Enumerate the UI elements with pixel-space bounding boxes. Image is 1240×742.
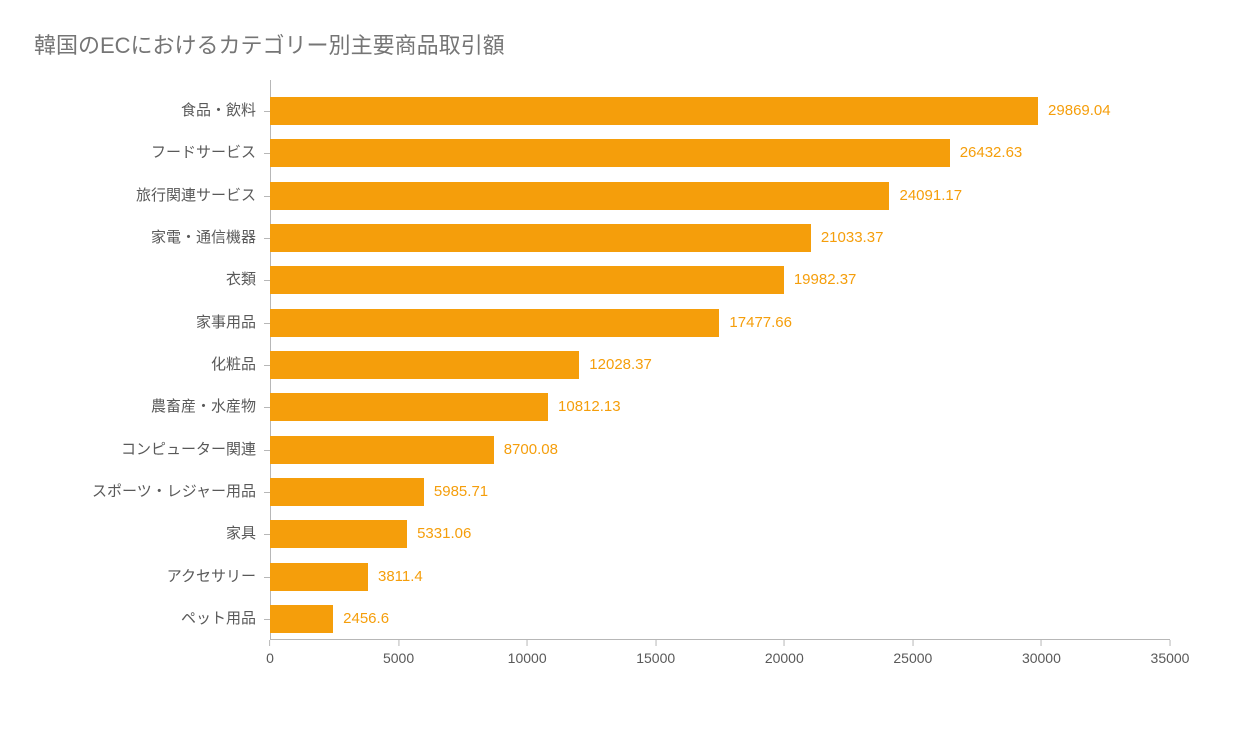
- bar-value-label: 5331.06: [417, 520, 471, 548]
- bar-value-label: 12028.37: [589, 351, 652, 379]
- x-tick-mark: [784, 640, 785, 646]
- bar-row: フードサービス26432.63: [270, 139, 1170, 167]
- x-tick: 5000: [383, 640, 414, 666]
- x-tick-label: 5000: [383, 650, 414, 666]
- x-tick: 35000: [1151, 640, 1190, 666]
- bar: 29869.04: [270, 97, 1038, 125]
- y-axis-label: フードサービス: [151, 139, 256, 167]
- bar-value-label: 17477.66: [729, 309, 792, 337]
- x-tick-label: 0: [266, 650, 274, 666]
- y-tick-mark: [264, 153, 270, 154]
- bar-row: 家具5331.06: [270, 520, 1170, 548]
- chart-title: 韓国のECにおけるカテゴリー別主要商品取引額: [34, 28, 1210, 60]
- bar: 8700.08: [270, 436, 494, 464]
- y-axis-label: ペット用品: [181, 605, 256, 633]
- bar-value-label: 3811.4: [378, 563, 423, 591]
- bar-row: ペット用品2456.6: [270, 605, 1170, 633]
- bar: 19982.37: [270, 266, 784, 294]
- bar-row: 食品・飲料29869.04: [270, 97, 1170, 125]
- x-tick: 25000: [893, 640, 932, 666]
- bar-value-label: 26432.63: [960, 139, 1023, 167]
- y-tick-mark: [264, 534, 270, 535]
- x-tick-label: 35000: [1151, 650, 1190, 666]
- bar: 26432.63: [270, 139, 950, 167]
- y-axis-label: アクセサリー: [167, 563, 256, 591]
- bar-row: 家電・通信機器21033.37: [270, 224, 1170, 252]
- bar-row: 農畜産・水産物10812.13: [270, 393, 1170, 421]
- bar: 3811.4: [270, 563, 368, 591]
- x-tick: 10000: [508, 640, 547, 666]
- bar-row: スポーツ・レジャー用品5985.71: [270, 478, 1170, 506]
- x-tick-label: 30000: [1022, 650, 1061, 666]
- bars-region: 食品・飲料29869.04 フードサービス26432.63 旅行関連サービス2409…: [270, 90, 1170, 640]
- bar-value-label: 5985.71: [434, 478, 488, 506]
- bar: 2456.6: [270, 605, 333, 633]
- y-axis-label: スポーツ・レジャー用品: [92, 478, 256, 506]
- y-tick-mark: [264, 365, 270, 366]
- x-tick-label: 15000: [636, 650, 675, 666]
- x-tick-mark: [527, 640, 528, 646]
- x-tick-label: 20000: [765, 650, 804, 666]
- x-tick-mark: [655, 640, 656, 646]
- y-tick-mark: [264, 280, 270, 281]
- y-tick-mark: [264, 196, 270, 197]
- bar: 24091.17: [270, 182, 889, 210]
- x-tick-mark: [912, 640, 913, 646]
- y-axis-label: 旅行関連サービス: [136, 182, 256, 210]
- x-tick-mark: [1041, 640, 1042, 646]
- y-axis-label: 家電・通信機器: [151, 224, 256, 252]
- bar: 17477.66: [270, 309, 719, 337]
- bar-row: 化粧品12028.37: [270, 351, 1170, 379]
- y-tick-mark: [264, 407, 270, 408]
- bar-row: 家事用品17477.66: [270, 309, 1170, 337]
- x-tick-label: 10000: [508, 650, 547, 666]
- y-tick-mark: [264, 111, 270, 112]
- y-axis-label: 家事用品: [196, 309, 256, 337]
- y-axis-label: 家具: [226, 520, 256, 548]
- y-tick-mark: [264, 619, 270, 620]
- bar-value-label: 10812.13: [558, 393, 621, 421]
- bar-value-label: 8700.08: [504, 436, 558, 464]
- x-tick-label: 25000: [893, 650, 932, 666]
- bar-row: 旅行関連サービス24091.17: [270, 182, 1170, 210]
- y-axis-label: コンピューター関連: [121, 436, 256, 464]
- chart-container: 韓国のECにおけるカテゴリー別主要商品取引額 食品・飲料29869.04フードサ…: [0, 0, 1240, 742]
- x-tick: 30000: [1022, 640, 1061, 666]
- bar-row: アクセサリー3811.4: [270, 563, 1170, 591]
- y-tick-mark: [264, 492, 270, 493]
- plot-area: 食品・飲料29869.04 フードサービス26432.63 旅行関連サービス2409…: [270, 80, 1170, 680]
- y-tick-mark: [264, 323, 270, 324]
- x-tick-mark: [1170, 640, 1171, 646]
- x-tick-mark: [398, 640, 399, 646]
- bar-value-label: 21033.37: [821, 224, 884, 252]
- bar-value-label: 29869.04: [1048, 97, 1111, 125]
- bar: 21033.37: [270, 224, 811, 252]
- bar: 12028.37: [270, 351, 579, 379]
- y-axis-label: 化粧品: [211, 351, 256, 379]
- x-tick: 15000: [636, 640, 675, 666]
- x-axis: 05000100001500020000250003000035000: [270, 640, 1170, 680]
- y-axis-label: 衣類: [226, 266, 256, 294]
- bar: 5985.71: [270, 478, 424, 506]
- y-tick-mark: [264, 577, 270, 578]
- bar-row: 衣類19982.37: [270, 266, 1170, 294]
- bar-row: コンピューター関連8700.08: [270, 436, 1170, 464]
- y-axis-label: 農畜産・水産物: [151, 393, 256, 421]
- bar: 10812.13: [270, 393, 548, 421]
- y-axis-label: 食品・飲料: [181, 97, 256, 125]
- bar-value-label: 19982.37: [794, 266, 857, 294]
- bar-value-label: 24091.17: [899, 182, 962, 210]
- x-tick: 0: [266, 640, 274, 666]
- bar-value-label: 2456.6: [343, 605, 389, 633]
- y-tick-mark: [264, 238, 270, 239]
- x-tick: 20000: [765, 640, 804, 666]
- bar: 5331.06: [270, 520, 407, 548]
- y-tick-mark: [264, 450, 270, 451]
- x-tick-mark: [269, 640, 270, 646]
